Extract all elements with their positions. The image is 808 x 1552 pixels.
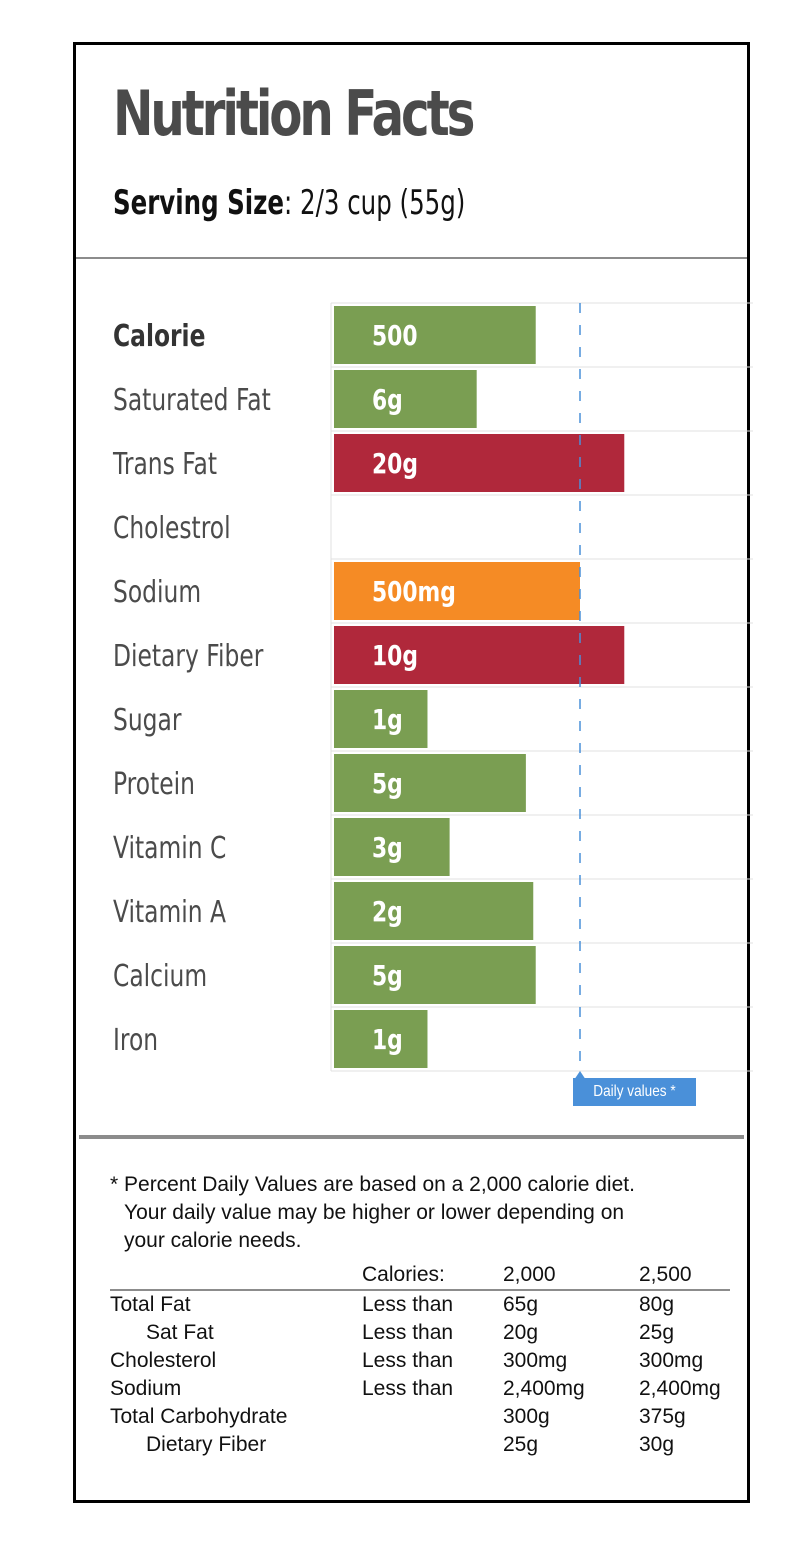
table-cell: 25g	[503, 1433, 539, 1456]
table-cell: 2,500	[639, 1261, 730, 1291]
table-cell: Calories:	[362, 1261, 503, 1291]
serving-size-value: : 2/3 cup (55g)	[284, 183, 466, 223]
category-label: Sugar	[113, 703, 182, 738]
daily-values-badge: Daily values *	[573, 1078, 696, 1106]
page-title: Nutrition Facts	[113, 77, 475, 150]
bar	[334, 626, 625, 684]
table-row: Dietary Fiber 25g 30g	[110, 1431, 730, 1459]
bar	[334, 562, 580, 620]
table-row: Total Fat Less than 65g 80g	[110, 1290, 730, 1319]
nutrient-bar-chart: Calorie 500 Saturated Fat 6g Trans Fat 20g Cho…	[112, 302, 753, 1080]
chart-divider	[79, 1135, 744, 1139]
category-label: Cholestrol	[113, 511, 231, 546]
bar-value-label: 500mg	[372, 575, 456, 607]
table-cell: 375g	[639, 1405, 686, 1428]
category-label: Calcium	[113, 959, 207, 994]
table-cell: Less than	[362, 1349, 454, 1372]
table-cell: Less than	[362, 1377, 454, 1400]
table-cell: Less than	[362, 1321, 454, 1344]
category-label: Dietary Fiber	[113, 639, 264, 674]
nutrition-facts-card: Nutrition Facts Serving Size: 2/3 cup (5…	[73, 42, 753, 1503]
table-row: Total Carbohydrate 300g 375g	[110, 1403, 730, 1431]
bar	[334, 754, 526, 812]
bar	[334, 882, 534, 940]
table-cell: 30g	[639, 1433, 675, 1456]
category-label: Sodium	[113, 575, 201, 610]
table-cell	[362, 1403, 503, 1431]
daily-values-badge-label: Daily values *	[593, 1083, 676, 1100]
category-label: Vitamin C	[113, 831, 226, 866]
bar-value-label: 3g	[372, 831, 403, 863]
serving-size-label: Serving Size	[113, 183, 285, 223]
table-cell: Total Carbohydrate	[110, 1405, 288, 1428]
table-cell: Sat Fat	[146, 1321, 214, 1344]
table-cell	[362, 1431, 503, 1459]
bar	[334, 434, 625, 492]
table-cell	[110, 1261, 362, 1291]
footnote: * Percent Daily Values are based on a 2,…	[110, 1171, 730, 1255]
table-row: Sat Fat Less than 20g 25g	[110, 1319, 730, 1347]
bar-value-label: 5g	[372, 767, 403, 799]
bar-value-label: 10g	[372, 639, 418, 671]
footnote-line: * Percent Daily Values are based on a 2,…	[110, 1173, 635, 1196]
table-cell: 2,000	[503, 1261, 639, 1291]
table-cell: 300mg	[503, 1349, 568, 1372]
bar-value-label: 6g	[372, 383, 403, 415]
table-cell: 300mg	[639, 1349, 704, 1372]
table-cell: 2,400mg	[639, 1377, 721, 1400]
table-cell: 80g	[639, 1293, 675, 1316]
serving-size: Serving Size: 2/3 cup (55g)	[113, 183, 465, 223]
table-cell: Sodium	[110, 1377, 182, 1400]
bar-value-label: 20g	[372, 447, 418, 479]
table-cell: 25g	[639, 1321, 675, 1344]
bar-value-label: 1g	[372, 703, 403, 735]
table-cell: 65g	[503, 1293, 539, 1316]
bar-value-label: 2g	[372, 895, 403, 927]
bar-value-label: 1g	[372, 1023, 403, 1055]
table-cell: Dietary Fiber	[146, 1433, 267, 1456]
table-cell: 300g	[503, 1405, 550, 1428]
table-cell: Total Fat	[110, 1293, 191, 1316]
category-label: Calorie	[113, 319, 205, 354]
header-divider	[76, 257, 747, 259]
daily-values-table: Calories: 2,000 2,500 Total Fat Less tha…	[110, 1261, 730, 1459]
bar	[334, 306, 536, 364]
bar	[334, 1010, 428, 1068]
category-label: Trans Fat	[112, 447, 217, 482]
table-cell: 2,400mg	[503, 1377, 585, 1400]
table-cell: Less than	[362, 1293, 454, 1316]
category-label: Protein	[113, 767, 195, 802]
category-label: Saturated Fat	[113, 383, 271, 418]
daily-value-marker	[574, 1071, 586, 1080]
table-cell: 20g	[503, 1321, 539, 1344]
table-header-row: Calories: 2,000 2,500	[110, 1261, 730, 1291]
bar-value-label: 5g	[372, 959, 403, 991]
table-row: Sodium Less than 2,400mg 2,400mg	[110, 1375, 730, 1403]
table-cell: Cholesterol	[110, 1349, 217, 1372]
category-label: Vitamin A	[113, 895, 227, 930]
bar-value-label: 500	[372, 319, 418, 351]
footnote-line: your calorie needs.	[124, 1229, 302, 1252]
bar	[334, 946, 536, 1004]
table-row: Cholesterol Less than 300mg 300mg	[110, 1347, 730, 1375]
bar	[334, 818, 450, 876]
footnote-line: Your daily value may be higher or lower …	[124, 1201, 625, 1224]
bar	[334, 370, 477, 428]
bar	[334, 690, 428, 748]
category-label: Iron	[113, 1023, 158, 1058]
